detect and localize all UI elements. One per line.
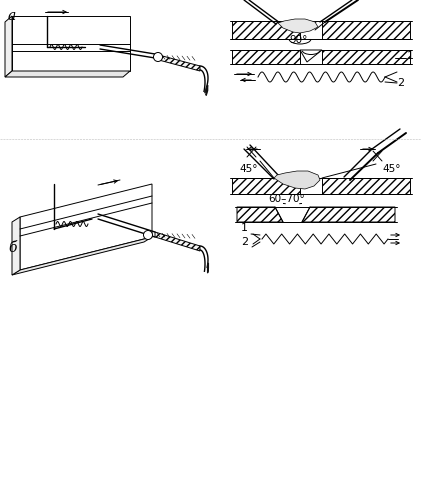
Polygon shape: [5, 16, 12, 77]
Bar: [232, 178, 300, 194]
Bar: [232, 21, 300, 39]
Bar: [322, 50, 410, 64]
Text: 2: 2: [241, 237, 248, 247]
Polygon shape: [155, 54, 200, 71]
Polygon shape: [20, 184, 152, 270]
Text: а: а: [8, 9, 16, 23]
Bar: [322, 178, 410, 194]
Polygon shape: [302, 207, 395, 222]
Polygon shape: [5, 71, 130, 77]
Bar: [232, 50, 300, 64]
Polygon shape: [237, 207, 283, 222]
Text: 1: 1: [241, 223, 248, 233]
Text: 45°: 45°: [239, 164, 258, 174]
Text: 1: 1: [407, 51, 414, 61]
Text: 45°: 45°: [382, 164, 400, 174]
Polygon shape: [300, 50, 322, 62]
Text: 2: 2: [397, 78, 404, 88]
Polygon shape: [155, 232, 200, 251]
Bar: [322, 21, 410, 39]
Polygon shape: [204, 87, 208, 93]
Text: б: б: [8, 241, 16, 255]
Polygon shape: [12, 217, 20, 275]
Circle shape: [154, 53, 163, 61]
Bar: [12, 16, 130, 71]
Circle shape: [144, 230, 152, 240]
Text: 90°: 90°: [289, 35, 307, 45]
Polygon shape: [278, 19, 318, 33]
Text: 60–70°: 60–70°: [268, 194, 305, 204]
Polygon shape: [12, 237, 152, 275]
Polygon shape: [274, 171, 320, 189]
